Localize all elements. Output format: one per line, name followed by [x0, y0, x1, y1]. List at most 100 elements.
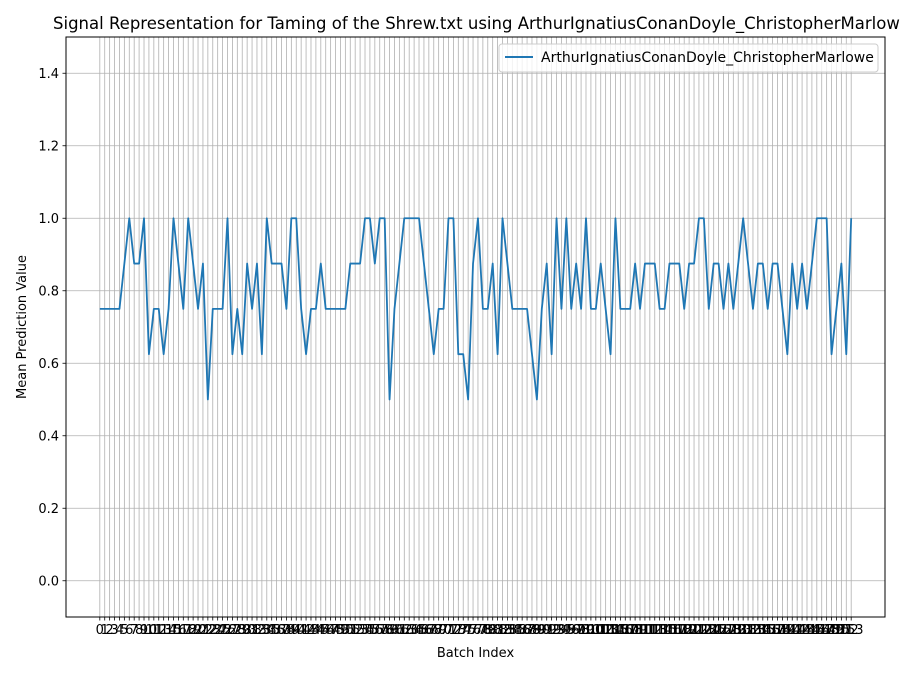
x-tick-label: 101 — [583, 623, 608, 638]
x-tick-label: 139 — [770, 623, 795, 638]
x-tick-label: 77 — [470, 623, 487, 638]
chart-title: Signal Representation for Taming of the … — [53, 14, 900, 34]
x-tick-label: 91 — [538, 623, 555, 638]
x-tick-label: 75 — [460, 623, 477, 638]
x-tick-label: 96 — [563, 623, 580, 638]
x-tick-label: 7 — [130, 623, 138, 638]
x-tick-label: 38 — [278, 623, 295, 638]
x-tick-label: 114 — [647, 623, 672, 638]
x-tick-label: 105 — [603, 623, 628, 638]
x-tick-label: 25 — [214, 623, 231, 638]
x-tick-label: 21 — [195, 623, 212, 638]
x-tick-label: 103 — [593, 623, 618, 638]
x-tick-label: 148 — [814, 623, 839, 638]
x-tick-label: 83 — [499, 623, 516, 638]
x-tick-label: 120 — [677, 623, 702, 638]
x-tick-label: 70 — [435, 623, 452, 638]
x-tick-label: 122 — [687, 623, 712, 638]
x-tick-label: 34 — [259, 623, 276, 638]
x-tick-label: 30 — [239, 623, 256, 638]
x-tick-label: 72 — [445, 623, 462, 638]
x-tick-label: 11 — [146, 623, 163, 638]
x-tick-label: 100 — [578, 623, 603, 638]
x-tick-label: 76 — [465, 623, 482, 638]
x-tick-label: 62 — [396, 623, 413, 638]
x-tick-label: 51 — [342, 623, 359, 638]
x-tick-label: 146 — [804, 623, 829, 638]
x-tick-label: 92 — [543, 623, 560, 638]
x-tick-label: 143 — [790, 623, 815, 638]
x-tick-label: 33 — [254, 623, 271, 638]
x-tick-label: 35 — [263, 623, 280, 638]
x-axis-ticks: 0123456789101112131415161718192021222324… — [96, 617, 864, 638]
x-tick-label: 111 — [633, 623, 658, 638]
x-tick-label: 18 — [180, 623, 197, 638]
y-tick-label: 0.2 — [38, 502, 59, 517]
x-tick-label: 90 — [534, 623, 551, 638]
x-tick-label: 135 — [750, 623, 775, 638]
x-tick-label: 74 — [455, 623, 472, 638]
x-tick-label: 26 — [219, 623, 236, 638]
x-tick-label: 15 — [165, 623, 182, 638]
x-tick-label: 138 — [765, 623, 790, 638]
x-tick-label: 98 — [573, 623, 590, 638]
x-tick-label: 73 — [450, 623, 467, 638]
y-tick-label: 0.8 — [38, 284, 59, 299]
x-tick-label: 60 — [386, 623, 403, 638]
x-tick-label: 142 — [785, 623, 810, 638]
x-tick-label: 113 — [642, 623, 667, 638]
x-tick-label: 127 — [711, 623, 736, 638]
x-tick-label: 117 — [662, 623, 687, 638]
x-tick-label: 64 — [406, 623, 423, 638]
y-gridlines — [66, 72, 885, 582]
x-tick-label: 145 — [799, 623, 824, 638]
x-tick-label: 89 — [529, 623, 546, 638]
x-tick-label: 106 — [608, 623, 633, 638]
x-tick-label: 109 — [623, 623, 648, 638]
x-tick-label: 93 — [548, 623, 565, 638]
x-tick-label: 47 — [322, 623, 339, 638]
y-tick-label: 0.4 — [38, 429, 59, 444]
x-tick-label: 27 — [224, 623, 241, 638]
x-tick-label: 134 — [745, 623, 770, 638]
x-tick-label: 2 — [105, 623, 113, 638]
x-tick-label: 124 — [696, 623, 721, 638]
x-tick-label: 128 — [716, 623, 741, 638]
y-tick-label: 1.2 — [38, 139, 59, 154]
x-tick-label: 40 — [288, 623, 305, 638]
x-tick-label: 110 — [628, 623, 653, 638]
x-gridlines — [99, 37, 852, 617]
x-tick-label: 42 — [298, 623, 315, 638]
x-tick-label: 43 — [303, 623, 320, 638]
x-tick-label: 137 — [760, 623, 785, 638]
x-tick-label: 151 — [829, 623, 854, 638]
x-tick-label: 132 — [736, 623, 761, 638]
x-tick-label: 63 — [401, 623, 418, 638]
x-tick-label: 37 — [273, 623, 290, 638]
x-tick-label: 82 — [494, 623, 511, 638]
x-tick-label: 78 — [475, 623, 492, 638]
x-tick-label: 136 — [755, 623, 780, 638]
x-tick-label: 50 — [337, 623, 354, 638]
x-tick-label: 59 — [381, 623, 398, 638]
x-tick-label: 28 — [229, 623, 246, 638]
x-tick-label: 97 — [568, 623, 585, 638]
x-tick-label: 22 — [200, 623, 217, 638]
x-tick-label: 19 — [185, 623, 202, 638]
x-tick-label: 61 — [391, 623, 408, 638]
x-tick-label: 87 — [519, 623, 536, 638]
x-tick-label: 68 — [425, 623, 442, 638]
x-tick-label: 69 — [430, 623, 447, 638]
y-tick-label: 0.0 — [38, 574, 59, 589]
x-tick-label: 17 — [175, 623, 192, 638]
y-axis-label: Mean Prediction Value — [15, 255, 30, 399]
x-tick-label: 80 — [484, 623, 501, 638]
x-tick-label: 49 — [332, 623, 349, 638]
x-tick-label: 141 — [780, 623, 805, 638]
x-tick-label: 29 — [234, 623, 251, 638]
x-tick-label: 52 — [347, 623, 364, 638]
x-tick-label: 24 — [209, 623, 226, 638]
x-tick-label: 125 — [701, 623, 726, 638]
x-tick-label: 85 — [509, 623, 526, 638]
